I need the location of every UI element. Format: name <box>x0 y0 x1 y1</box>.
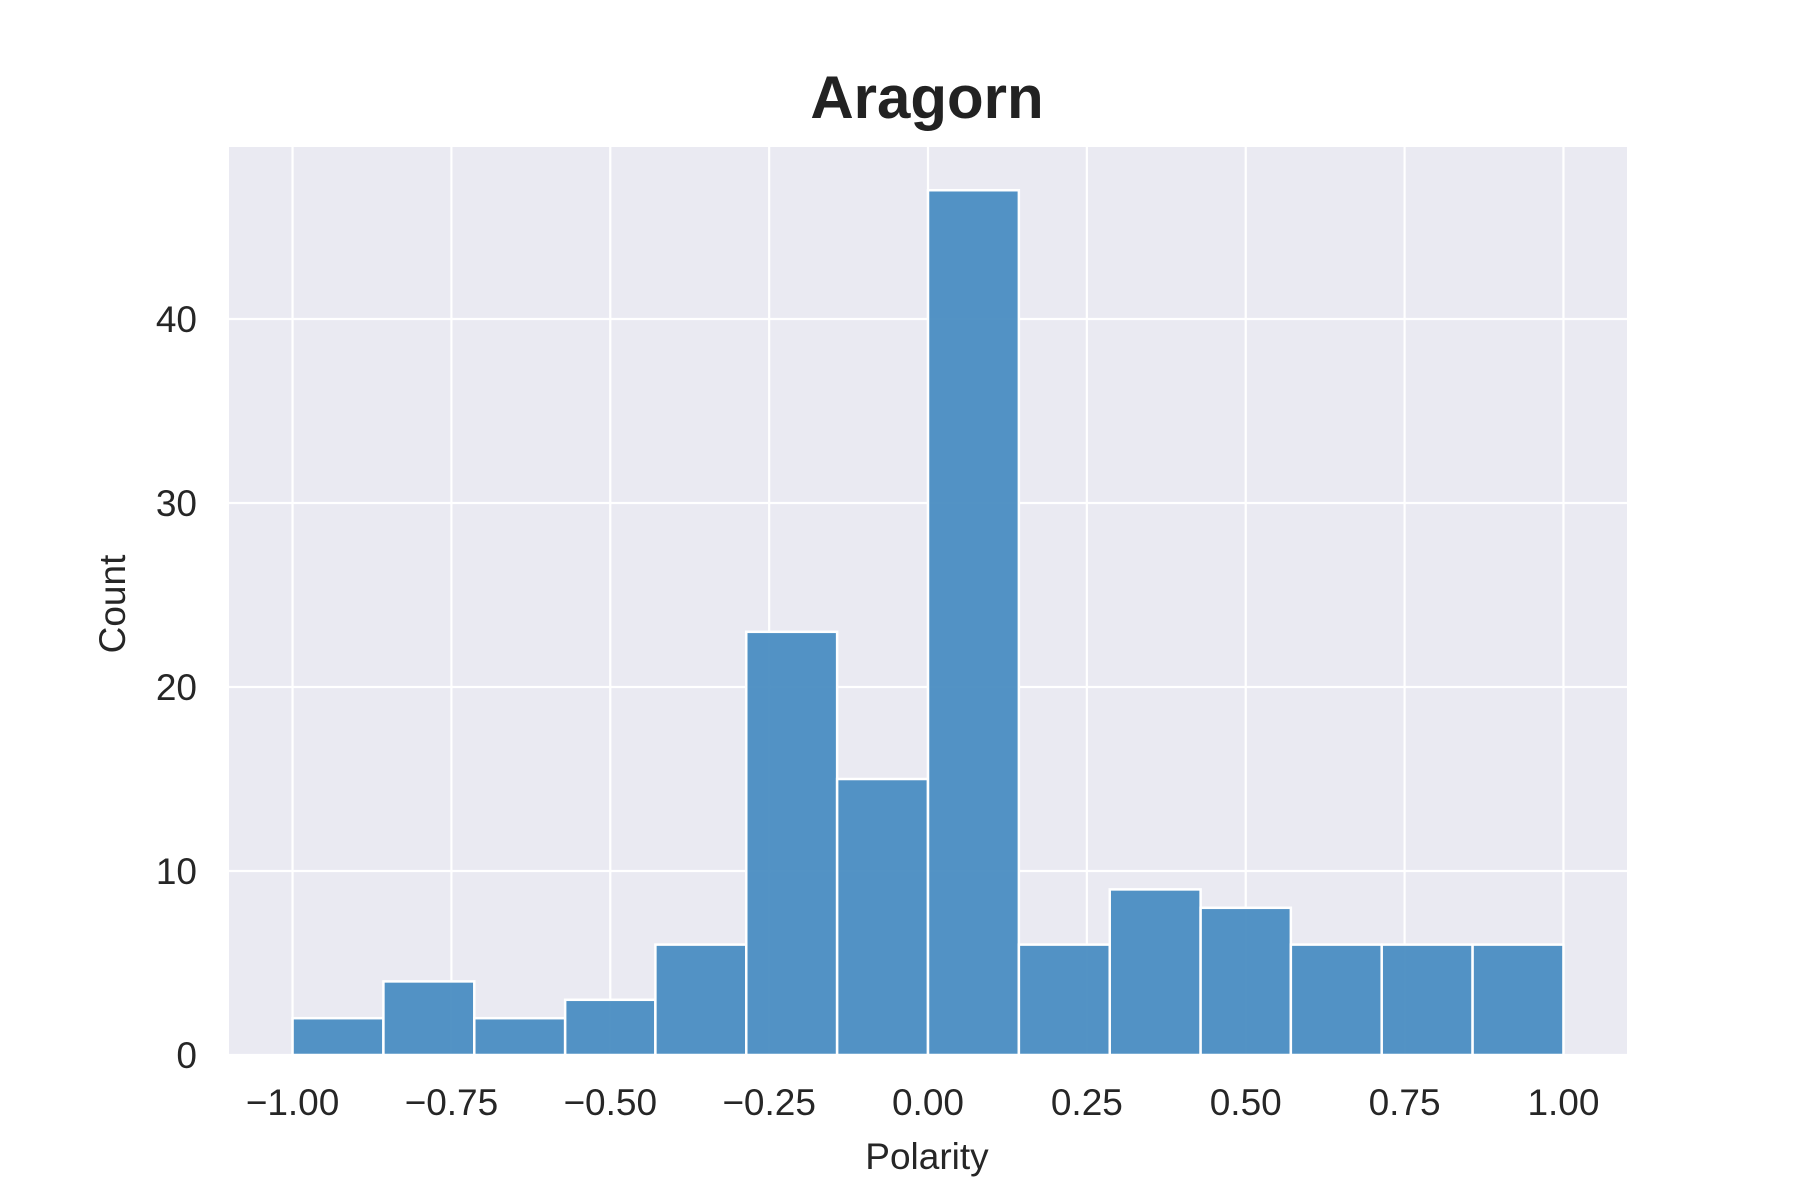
y-tick-label: 40 <box>156 299 197 340</box>
x-tick-label: 0.25 <box>1051 1082 1123 1123</box>
x-tick-label: 0.50 <box>1210 1082 1282 1123</box>
y-axis-ticks: 0 10 20 30 40 <box>156 299 197 1076</box>
histogram-bar <box>1380 943 1474 1057</box>
y-tick-label: 10 <box>156 851 197 892</box>
x-tick-label: −0.75 <box>405 1082 499 1123</box>
x-axis-ticks: −1.00 −0.75 −0.50 −0.25 0.00 0.25 0.50 0.75 1.00 <box>246 1082 1600 1123</box>
x-tick-label: 0.00 <box>892 1082 964 1123</box>
histogram-bar <box>745 630 839 1057</box>
histogram-bar <box>1108 888 1202 1057</box>
histogram-bar <box>835 777 930 1057</box>
x-tick-label: −1.00 <box>246 1082 340 1123</box>
x-axis-label: Polarity <box>865 1136 989 1177</box>
x-tick-label: 0.75 <box>1369 1082 1441 1123</box>
x-tick-label: 1.00 <box>1527 1082 1599 1123</box>
x-tick-label: −0.25 <box>722 1082 816 1123</box>
y-tick-label: 0 <box>176 1035 197 1076</box>
x-tick-label: −0.50 <box>563 1082 657 1123</box>
histogram-bar <box>1199 906 1293 1057</box>
histogram-bar <box>654 943 748 1057</box>
histogram-bar <box>291 1016 385 1057</box>
histogram-bar <box>1289 943 1383 1057</box>
y-tick-label: 20 <box>156 667 197 708</box>
histogram-bar <box>1017 943 1111 1057</box>
histogram-bar <box>926 188 1021 1057</box>
histogram-bar <box>473 1016 567 1057</box>
histogram-bar <box>1471 943 1565 1057</box>
y-axis-label: Count <box>92 554 133 653</box>
histogram-bar <box>382 980 476 1057</box>
chart-title: Aragorn <box>810 64 1043 131</box>
histogram-bar <box>563 998 657 1057</box>
bars <box>291 188 1565 1057</box>
y-tick-label: 30 <box>156 483 197 524</box>
